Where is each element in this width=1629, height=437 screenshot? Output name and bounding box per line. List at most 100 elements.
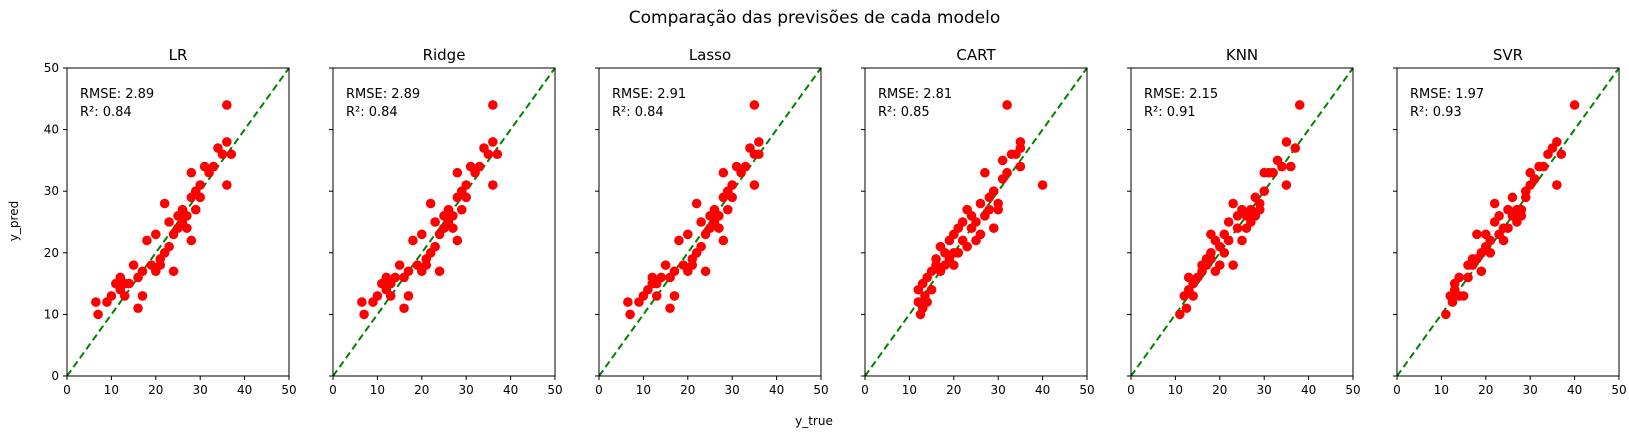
scatter-point xyxy=(1552,137,1562,147)
scatter-point xyxy=(1441,309,1451,320)
scatter-point xyxy=(399,303,409,314)
scatter-point xyxy=(403,291,414,301)
scatter-point xyxy=(1485,248,1496,258)
x-tick-label: 30 xyxy=(1523,383,1538,397)
x-tick-label: 50 xyxy=(1345,383,1360,397)
scatter-point xyxy=(1507,192,1518,203)
scatter-point xyxy=(1281,180,1292,190)
x-tick-label: 40 xyxy=(769,383,784,397)
scatter-point xyxy=(483,149,494,160)
scatter-point xyxy=(182,223,192,233)
scatter-point xyxy=(988,186,999,196)
reference-line xyxy=(1130,67,1354,377)
scatter-point xyxy=(488,180,498,190)
scatter-point xyxy=(984,204,995,215)
scatter-point xyxy=(403,266,414,277)
scatter-point xyxy=(1569,100,1580,110)
subplot-title: CART xyxy=(956,46,996,64)
scatter-point xyxy=(953,248,964,258)
scatter-point xyxy=(151,229,161,240)
scatter-point xyxy=(1454,272,1464,283)
scatter-point xyxy=(137,266,148,277)
metric-annotation: RMSE: 2.15 xyxy=(1144,87,1218,102)
scatter-point xyxy=(217,149,228,160)
scatter-point xyxy=(1294,100,1305,110)
x-tick-label: 40 xyxy=(1301,383,1316,397)
scatter-point xyxy=(182,211,192,221)
scatter-point xyxy=(1476,266,1487,277)
scatter-point xyxy=(394,260,405,270)
scatter-point xyxy=(669,291,680,301)
scatter-point xyxy=(208,161,219,172)
x-tick-label: 50 xyxy=(1611,383,1626,397)
scatter-point xyxy=(222,180,232,190)
scatter-point xyxy=(683,229,693,240)
scatter-point xyxy=(434,266,445,277)
scatter-point xyxy=(137,291,148,301)
scatter-point xyxy=(190,204,201,215)
x-tick-label: 50 xyxy=(1079,383,1094,397)
scatter-point xyxy=(1232,223,1243,233)
scatter-point xyxy=(754,137,764,147)
scatter-point xyxy=(749,180,760,190)
scatter-point xyxy=(474,161,485,172)
scatter-point xyxy=(962,241,972,252)
x-tick-label: 20 xyxy=(148,383,163,397)
scatter-point xyxy=(623,297,633,307)
scatter-point xyxy=(714,223,724,233)
scatter-point xyxy=(1215,260,1225,270)
metric-annotation: R²: 0.84 xyxy=(80,105,132,120)
scatter-point xyxy=(421,260,432,270)
scatter-point xyxy=(980,167,990,178)
scatter-point xyxy=(357,297,367,307)
scatter-point xyxy=(1494,211,1504,221)
scatter-point xyxy=(1228,260,1238,270)
y-tick-label: 40 xyxy=(44,123,59,137)
scatter-point xyxy=(456,204,467,215)
scatter-point xyxy=(656,272,666,283)
scatter-point xyxy=(1254,204,1265,215)
scatter-point xyxy=(949,260,959,270)
scatter-point xyxy=(1015,137,1026,147)
x-tick-label: 0 xyxy=(63,383,71,397)
scatter-point xyxy=(1538,161,1549,172)
figure-ylabel: y_pred xyxy=(7,201,21,241)
x-tick-label: 50 xyxy=(547,383,562,397)
axes-frame xyxy=(1130,67,1354,377)
x-tick-label: 20 xyxy=(414,383,429,397)
scatter-point xyxy=(155,260,166,270)
axes-frame xyxy=(66,67,290,377)
x-tick-label: 30 xyxy=(193,383,208,397)
scatter-point xyxy=(430,241,440,252)
scatter-point xyxy=(1181,303,1192,314)
scatter-point xyxy=(1489,198,1500,209)
scatter-point xyxy=(975,229,986,240)
scatter-point xyxy=(1529,174,1540,184)
subplot-ridge: Ridge 0 10 20 30 40 50 RMSE: 2.89 R²: 0.84 xyxy=(329,46,563,397)
subplot-cart: CART 0 10 20 30 40 50 RMSE: 2.81 R²: 0.85 xyxy=(861,46,1095,397)
subplot-title: KNN xyxy=(1226,46,1258,64)
scatter-point xyxy=(1290,143,1301,153)
scatter-point xyxy=(159,198,170,209)
scatter-point xyxy=(669,266,680,277)
scatter-point xyxy=(222,137,232,147)
scatter-point xyxy=(448,211,458,221)
x-tick-label: 10 xyxy=(902,383,917,397)
x-tick-label: 0 xyxy=(861,383,869,397)
x-tick-label: 10 xyxy=(636,383,651,397)
metric-annotation: RMSE: 2.89 xyxy=(80,87,154,102)
x-tick-label: 40 xyxy=(503,383,518,397)
x-tick-label: 50 xyxy=(281,383,296,397)
x-tick-label: 40 xyxy=(237,383,252,397)
scatter-point xyxy=(691,198,702,209)
scatter-point xyxy=(1485,235,1496,246)
scatter-point xyxy=(674,235,684,246)
y-tick-label: 10 xyxy=(44,307,59,321)
metric-annotation: R²: 0.84 xyxy=(612,105,664,120)
subplot-title: SVR xyxy=(1493,46,1523,64)
scatter-point xyxy=(1223,217,1234,227)
figure-xlabel: y_true xyxy=(795,414,833,428)
scatter-point xyxy=(740,161,751,172)
scatter-point xyxy=(1447,297,1458,307)
